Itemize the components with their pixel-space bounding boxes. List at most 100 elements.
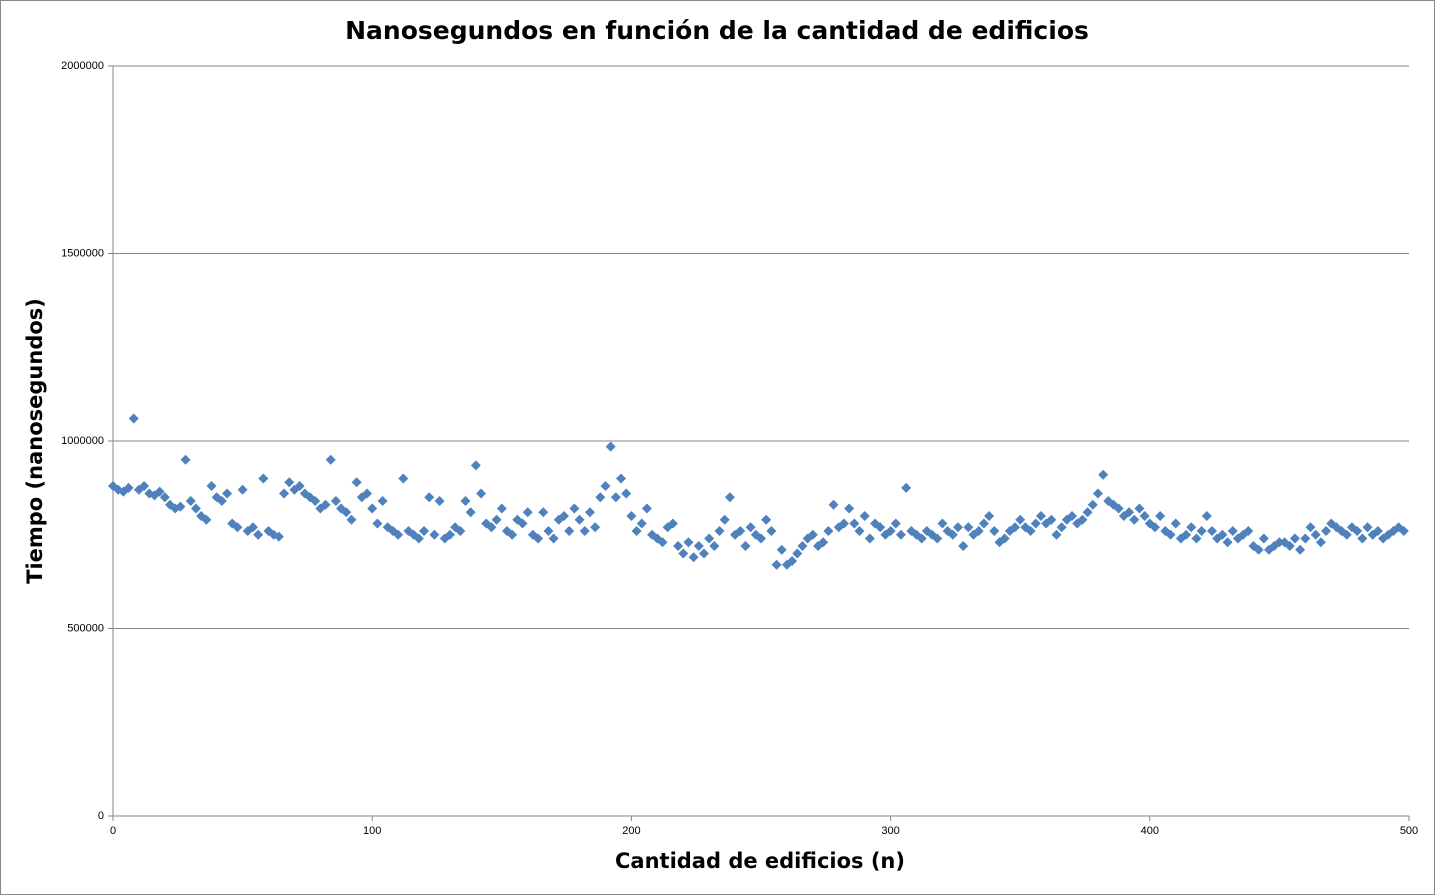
point: [631, 526, 642, 536]
point: [673, 541, 684, 551]
point: [398, 473, 409, 484]
point: [932, 533, 943, 544]
point: [761, 514, 772, 525]
point: [616, 473, 627, 484]
point: [579, 526, 590, 536]
point: [947, 529, 958, 540]
point: [206, 481, 217, 491]
x-axis-title: Cantidad de edificios (n): [615, 849, 905, 873]
point: [901, 482, 912, 493]
point: [175, 501, 186, 512]
point: [1191, 533, 1202, 544]
point: [1227, 526, 1238, 536]
x-tick-label: 400: [1141, 825, 1159, 837]
x-tick-label: 300: [881, 825, 899, 837]
point: [1010, 522, 1021, 533]
point: [216, 496, 227, 506]
point: [626, 511, 637, 521]
point: [185, 496, 196, 506]
point: [610, 492, 621, 503]
point: [859, 511, 870, 521]
point: [294, 481, 305, 491]
x-tick-label: 200: [622, 825, 640, 837]
point: [989, 526, 1000, 536]
point: [595, 492, 606, 503]
point: [885, 526, 896, 536]
point: [849, 518, 860, 529]
y-axis-title: Tiempo (nanosegundos): [23, 298, 47, 584]
point: [1035, 511, 1046, 521]
point: [325, 454, 336, 465]
point: [393, 529, 404, 540]
point: [864, 533, 875, 544]
point: [605, 441, 616, 452]
point: [247, 522, 258, 533]
point: [470, 460, 481, 471]
point: [1352, 526, 1363, 536]
point: [714, 526, 725, 536]
y-tick-label: 0: [98, 810, 104, 822]
point: [486, 522, 497, 533]
point: [875, 522, 886, 533]
point: [517, 518, 528, 529]
point: [1181, 529, 1192, 540]
point: [973, 526, 984, 536]
point: [232, 522, 243, 533]
point: [756, 533, 766, 544]
point: [771, 559, 782, 570]
point: [284, 477, 295, 488]
point: [574, 514, 585, 525]
point: [1025, 526, 1036, 536]
point: [678, 548, 689, 559]
point: [745, 522, 756, 533]
point: [787, 556, 798, 566]
point: [1170, 518, 1181, 529]
point: [310, 496, 321, 506]
point: [465, 507, 476, 518]
point: [1124, 507, 1135, 518]
point: [455, 526, 466, 536]
point: [1341, 529, 1352, 540]
point: [838, 518, 849, 529]
point: [1056, 522, 1067, 533]
point: [123, 482, 134, 493]
point: [1129, 514, 1140, 525]
point: [429, 529, 440, 540]
point: [533, 533, 544, 544]
point: [201, 514, 212, 525]
point: [719, 514, 730, 525]
point: [636, 518, 647, 529]
point: [823, 526, 834, 536]
point: [154, 486, 165, 497]
point: [600, 481, 611, 491]
point: [1243, 526, 1254, 536]
chart-title: Nanosegundos en función de la cantidad d…: [345, 16, 1089, 45]
point: [958, 541, 969, 551]
point: [1051, 529, 1062, 540]
y-tick-label: 1000000: [61, 435, 104, 447]
point: [766, 526, 777, 536]
point: [273, 531, 284, 542]
point: [419, 526, 430, 536]
point: [1092, 488, 1103, 499]
point: [828, 499, 839, 510]
point: [740, 541, 751, 551]
point: [139, 481, 150, 491]
point: [1015, 514, 1026, 525]
point: [564, 526, 575, 536]
point: [698, 548, 709, 559]
x-tick-label: 0: [110, 825, 116, 837]
point: [1305, 522, 1316, 533]
point: [1258, 533, 1269, 544]
point: [1077, 514, 1088, 525]
point: [776, 544, 787, 555]
point: [522, 507, 533, 518]
point: [1149, 522, 1160, 533]
point: [320, 499, 331, 510]
point: [709, 541, 720, 551]
point: [952, 522, 963, 533]
point: [1321, 526, 1332, 536]
